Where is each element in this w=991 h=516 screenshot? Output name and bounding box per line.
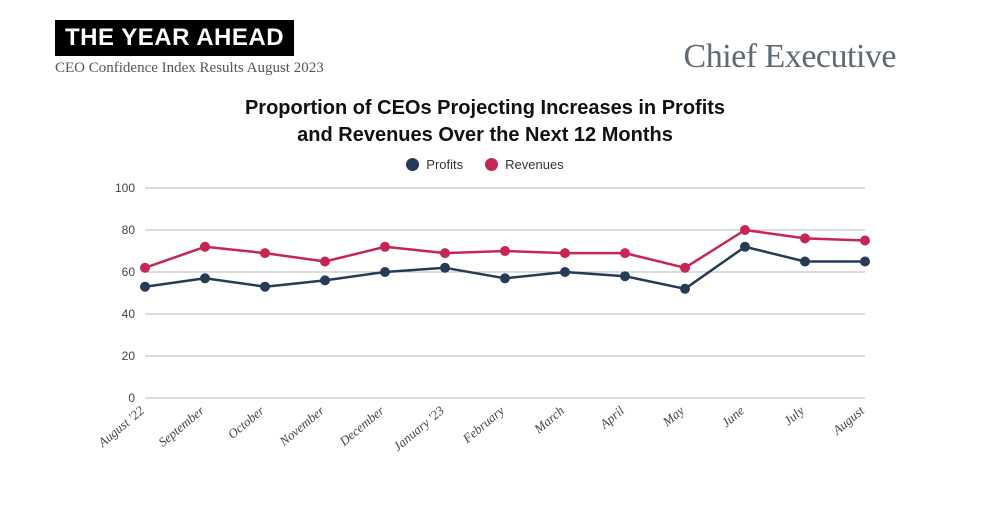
series-marker (740, 242, 750, 252)
series-marker (140, 282, 150, 292)
legend-item-profits: Profits (406, 157, 463, 172)
legend-label-revenues: Revenues (505, 157, 564, 172)
x-tick-label: May (659, 403, 687, 430)
header: THE YEAR AHEAD CEO Confidence Index Resu… (55, 20, 936, 80)
series-marker (620, 248, 630, 258)
series-marker (680, 263, 690, 273)
series-marker (560, 248, 570, 258)
series-marker (200, 242, 210, 252)
series-marker (260, 282, 270, 292)
series-marker (260, 248, 270, 258)
series-marker (380, 242, 390, 252)
x-tick-label: April (596, 403, 627, 433)
x-tick-label: February (459, 403, 507, 447)
ceo-projection-chart: Proportion of CEOs Projecting Increases … (90, 95, 880, 468)
series-marker (140, 263, 150, 273)
chart-title-line1: Proportion of CEOs Projecting Increases … (245, 97, 725, 119)
y-tick-label: 40 (122, 307, 136, 321)
series-marker (560, 267, 570, 277)
x-tick-label: September (155, 402, 207, 449)
series-marker (440, 248, 450, 258)
x-tick-label: January '23 (390, 402, 447, 453)
chart-plot: 0 20 40 60 80 100 August '22September OctoberNo… (90, 178, 880, 468)
x-tick-label: November (276, 402, 328, 449)
series-marker (680, 284, 690, 294)
x-tick-label: July (781, 403, 807, 429)
legend-item-revenues: Revenues (485, 157, 564, 172)
series-marker (320, 275, 330, 285)
series-marker (860, 257, 870, 267)
legend-label-profits: Profits (426, 157, 463, 172)
chart-title-line2: and Revenues Over the Next 12 Months (297, 124, 673, 146)
legend-dot-revenues (485, 158, 498, 171)
x-tick-label: March (530, 403, 567, 437)
chart-legend: Profits Revenues (90, 157, 880, 172)
y-tick-label: 60 (122, 265, 136, 279)
series-marker (320, 257, 330, 267)
y-tick-label: 80 (122, 223, 136, 237)
series-marker (200, 273, 210, 283)
y-tick-label: 100 (115, 181, 135, 195)
x-tick-label: August '22 (94, 402, 147, 450)
series-marker (500, 273, 510, 283)
series-marker (740, 225, 750, 235)
legend-dot-profits (406, 158, 419, 171)
series-marker (500, 246, 510, 256)
y-tick-label: 0 (128, 391, 135, 405)
chart-title: Proportion of CEOs Projecting Increases … (90, 95, 880, 149)
x-tick-label: August (829, 403, 867, 439)
series-marker (800, 257, 810, 267)
series-marker (620, 271, 630, 281)
y-tick-label: 20 (122, 349, 136, 363)
series-marker (860, 236, 870, 246)
x-tick-label: June (718, 403, 747, 430)
series-marker (800, 233, 810, 243)
brand-logo: Chief Executive (684, 38, 896, 76)
x-tick-label: October (225, 402, 268, 441)
series-marker (440, 263, 450, 273)
series-marker (380, 267, 390, 277)
page-title-block: THE YEAR AHEAD (55, 20, 294, 56)
x-tick-label: December (336, 402, 388, 449)
